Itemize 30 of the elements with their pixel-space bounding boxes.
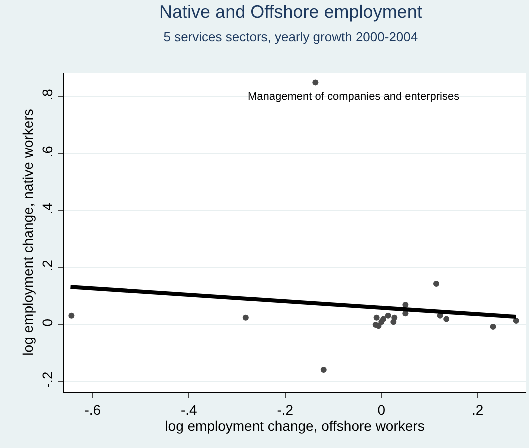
point	[374, 314, 380, 321]
chart-title: Native and Offshore employment	[160, 2, 422, 22]
y-tick-label: .8	[39, 88, 56, 101]
x-tick-label: -.2	[277, 402, 294, 418]
x-tick-label: 0	[378, 402, 386, 418]
point	[513, 318, 520, 324]
point	[320, 367, 327, 374]
point	[385, 312, 392, 319]
point	[392, 314, 398, 321]
x-axis-title: log employment change, offshore workers	[165, 418, 425, 434]
y-tick-label: 0	[39, 318, 56, 327]
annotation: Management of companies and enterprises	[248, 91, 460, 103]
x-tick-label: .2	[472, 402, 484, 418]
chart-subtitle: 5 services sectors, yearly growth 2000-2004	[164, 29, 418, 44]
point	[490, 324, 496, 330]
x-tick-label: -.4	[180, 402, 198, 418]
point	[402, 302, 409, 308]
y-axis-title: log employment change, native workers	[20, 109, 36, 356]
point	[312, 80, 319, 86]
point	[433, 280, 440, 287]
y-tick-label: -.2	[39, 372, 56, 388]
point	[372, 322, 379, 328]
point	[242, 314, 249, 321]
y-tick-label: .6	[39, 146, 56, 158]
x-tick-label: -.6	[84, 402, 102, 418]
point	[444, 316, 450, 322]
point	[380, 316, 387, 322]
y-tick-label: .4	[39, 202, 56, 215]
point	[68, 312, 75, 319]
y-tick-label: .2	[39, 260, 56, 272]
